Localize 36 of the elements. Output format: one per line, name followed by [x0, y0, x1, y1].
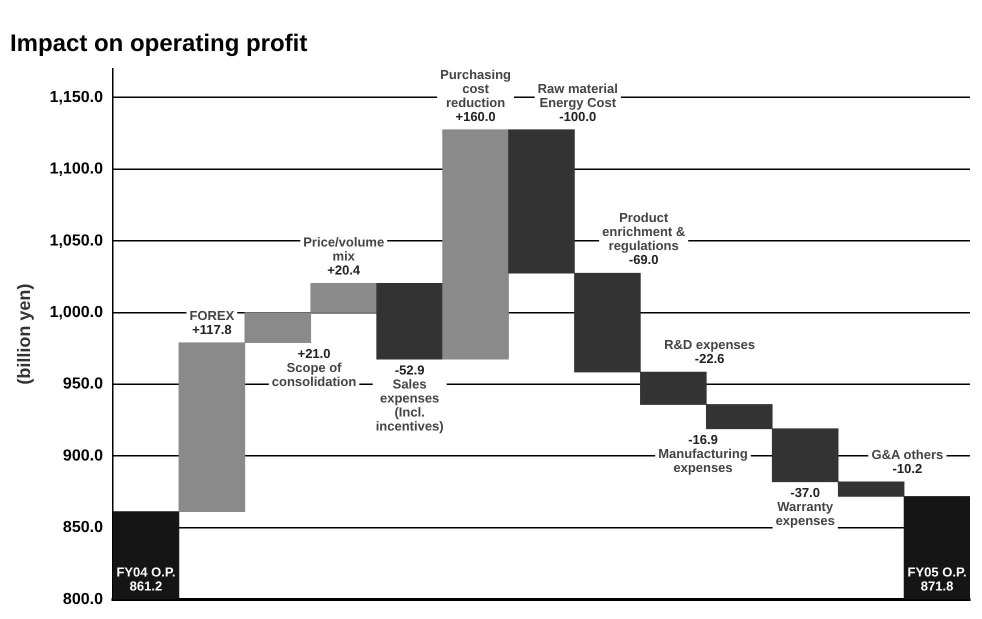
y-tick-label: 800.0 — [62, 590, 104, 608]
data-label: +117.8 — [192, 322, 232, 337]
data-label: +21.0 — [298, 346, 331, 361]
y-tick-label: 1,050.0 — [50, 232, 104, 250]
data-label: -69.0 — [628, 252, 658, 268]
annotation: Price/volume mix — [303, 234, 384, 264]
data-label: -37.0 — [790, 484, 820, 500]
data-label: -16.9 — [688, 432, 718, 447]
y-tick-label: 1,000.0 — [50, 304, 104, 321]
annotation: Warranty expenses — [776, 498, 835, 528]
annotation: R&D expenses — [664, 337, 756, 352]
annotation: Manufacturing expenses — [658, 446, 748, 475]
data-label: -100.0 — [559, 108, 596, 124]
y-tick-label: 850.0 — [62, 519, 104, 536]
annotation: Purchasing cost reduction — [440, 66, 512, 110]
y-axis-title: (billion yen) — [14, 284, 34, 385]
data-label: +20.4 — [327, 262, 361, 278]
y-tick-label: 1,100.0 — [50, 160, 104, 178]
data-label: -22.6 — [694, 351, 724, 366]
data-label: 871.8 — [920, 578, 954, 594]
annotation: FOREX — [189, 308, 235, 323]
y-tick-label: 900.0 — [62, 447, 104, 464]
y-tick-label: 1,150.0 — [50, 88, 104, 106]
data-label: +160.0 — [456, 108, 496, 124]
chart-title: Impact on operating profit — [10, 30, 308, 58]
y-tick-label: 950.0 — [62, 376, 104, 393]
annotation: Scope of consolidation — [272, 360, 356, 389]
data-label: -10.2 — [892, 460, 922, 476]
annotation: Raw material Energy Cost — [538, 80, 618, 110]
data-label: -52.9 — [394, 362, 424, 378]
annotation: FY04 O.P. — [116, 564, 176, 580]
annotation: G&A others — [871, 446, 944, 462]
annotation: Product enrichment & regulations — [602, 210, 686, 254]
data-label: 861.2 — [130, 578, 162, 594]
annotation: FY05 O.P. — [908, 564, 967, 580]
annotation: Sales expenses (Incl. incentives) — [376, 376, 444, 434]
